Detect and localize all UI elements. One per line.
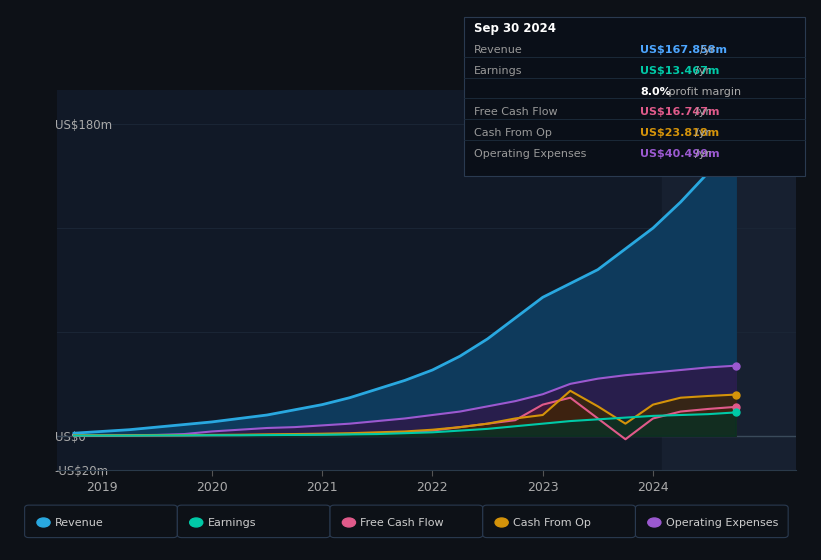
Text: profit margin: profit margin — [665, 87, 741, 97]
Text: /yr: /yr — [695, 66, 710, 76]
Text: 8.0%: 8.0% — [640, 87, 671, 97]
Text: Cash From Op: Cash From Op — [513, 519, 591, 529]
Text: /yr: /yr — [700, 45, 715, 55]
Text: Operating Expenses: Operating Expenses — [474, 149, 586, 159]
Text: Earnings: Earnings — [474, 66, 522, 76]
Text: Free Cash Flow: Free Cash Flow — [360, 519, 444, 529]
Text: Earnings: Earnings — [208, 519, 256, 529]
Text: Revenue: Revenue — [55, 519, 103, 529]
Text: Operating Expenses: Operating Expenses — [666, 519, 778, 529]
Text: Free Cash Flow: Free Cash Flow — [474, 108, 557, 118]
Text: Sep 30 2024: Sep 30 2024 — [474, 22, 556, 35]
Text: /yr: /yr — [695, 149, 710, 159]
Text: US$16.747m: US$16.747m — [640, 108, 720, 118]
Text: US$13.467m: US$13.467m — [640, 66, 720, 76]
Text: Cash From Op: Cash From Op — [474, 128, 552, 138]
Text: Revenue: Revenue — [474, 45, 522, 55]
Bar — [662, 90, 796, 470]
Text: US$23.818m: US$23.818m — [640, 128, 719, 138]
Text: US$40.499m: US$40.499m — [640, 149, 720, 159]
Text: US$167.858m: US$167.858m — [640, 45, 727, 55]
Text: /yr: /yr — [695, 108, 710, 118]
Text: /yr: /yr — [695, 128, 710, 138]
